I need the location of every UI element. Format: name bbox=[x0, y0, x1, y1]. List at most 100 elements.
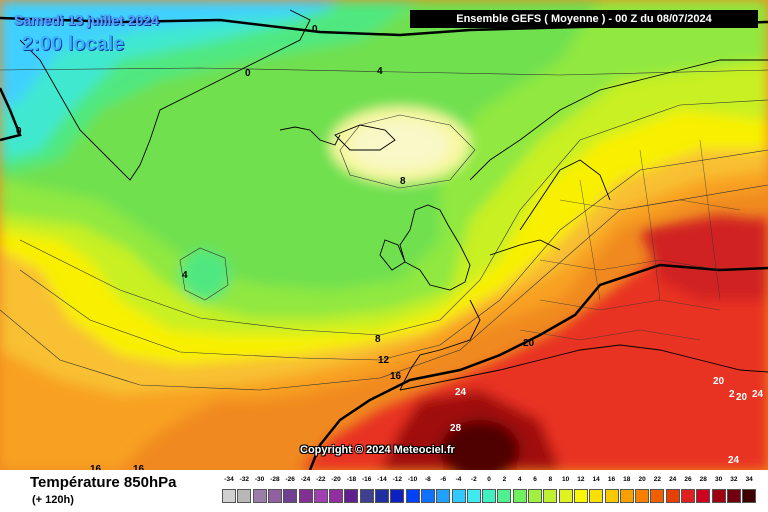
legend-swatch bbox=[420, 489, 435, 503]
legend-swatch bbox=[344, 489, 359, 503]
contour-label: 4 bbox=[182, 270, 188, 281]
legend-swatch bbox=[696, 489, 711, 503]
isotherm-atlantic bbox=[179, 247, 229, 301]
legend-swatch bbox=[635, 489, 650, 503]
contour-label: 8 bbox=[375, 334, 381, 345]
legend-label: 0 bbox=[487, 476, 491, 483]
legend-swatch bbox=[604, 489, 619, 503]
contour-label: 8 bbox=[400, 176, 406, 187]
legend-swatch bbox=[543, 489, 558, 503]
contour-label: 24 bbox=[752, 389, 764, 400]
legend-label: 12 bbox=[577, 476, 585, 483]
legend-label: -10 bbox=[407, 476, 418, 483]
contour-label: 0 bbox=[245, 68, 251, 79]
legend-label: -2 bbox=[470, 476, 477, 483]
legend-swatch bbox=[283, 489, 298, 503]
run-title: Ensemble GEFS ( Moyenne ) - 00 Z du 08/0… bbox=[410, 10, 758, 28]
contour-label: 0 bbox=[312, 24, 318, 35]
legend-swatch bbox=[512, 489, 527, 503]
field-red-east bbox=[640, 215, 768, 300]
legend-swatch bbox=[528, 489, 542, 503]
legend-label: 8 bbox=[548, 476, 553, 483]
legend-label: -24 bbox=[300, 476, 311, 483]
field-light-blue bbox=[0, 0, 340, 110]
contour-label: 24 bbox=[455, 387, 467, 398]
legend-label: 32 bbox=[730, 476, 738, 483]
legend-label: -32 bbox=[239, 476, 249, 483]
legend-swatch bbox=[237, 489, 252, 503]
legend-swatch bbox=[451, 489, 466, 503]
legend-label: -20 bbox=[331, 476, 341, 483]
contour-label: 20 bbox=[713, 376, 725, 387]
isotherm-4 bbox=[0, 67, 768, 76]
isotherm-north-sea bbox=[339, 114, 476, 189]
legend-label: 18 bbox=[623, 476, 631, 483]
legend-label: 30 bbox=[714, 476, 723, 483]
legend-label: 34 bbox=[745, 476, 753, 483]
field-cold-pocket bbox=[180, 250, 230, 300]
contour-label: 0 bbox=[16, 126, 22, 137]
legend-label: -26 bbox=[285, 476, 295, 483]
legend-swatch bbox=[298, 489, 313, 503]
legend-label: 16 bbox=[607, 476, 616, 483]
legend-swatch bbox=[619, 489, 634, 503]
legend-swatch bbox=[742, 489, 757, 503]
legend-swatch bbox=[558, 489, 573, 503]
contour-label: 20 bbox=[523, 338, 535, 349]
legend-swatch bbox=[313, 489, 328, 503]
legend-label: 24 bbox=[669, 476, 677, 483]
contour-label: 4 bbox=[377, 66, 383, 77]
legend-label: -22 bbox=[316, 476, 326, 483]
legend-swatch bbox=[482, 489, 497, 503]
contour-label: 24 bbox=[728, 455, 740, 466]
contour-20 bbox=[308, 263, 768, 470]
legend-swatch bbox=[359, 489, 374, 503]
legend-label: -4 bbox=[455, 476, 462, 483]
legend-swatch bbox=[711, 489, 726, 503]
legend-label: -14 bbox=[377, 476, 387, 483]
legend-label: -28 bbox=[270, 476, 280, 483]
temperature-map bbox=[0, 0, 768, 470]
coastlines bbox=[19, 9, 768, 391]
legend-swatch bbox=[405, 489, 420, 503]
contour-label: 20 bbox=[736, 392, 748, 403]
field-warm-pocket-1b bbox=[350, 120, 450, 170]
legend-swatch bbox=[497, 489, 512, 503]
legend-swatch bbox=[650, 489, 665, 503]
field-darkest-red bbox=[440, 420, 520, 470]
legend-swatch bbox=[681, 489, 695, 503]
contour-label: 16 bbox=[90, 464, 101, 475]
legend-label: -16 bbox=[361, 476, 372, 483]
variable-title: Température 850hPa bbox=[30, 474, 177, 491]
contour-label: 16 bbox=[133, 464, 144, 475]
legend-label: 22 bbox=[653, 476, 661, 483]
country-borders bbox=[519, 139, 741, 341]
contour-label: 16 bbox=[390, 371, 402, 382]
legend-swatch bbox=[726, 489, 741, 503]
isotherm-8 bbox=[19, 99, 768, 336]
legend-label: 6 bbox=[533, 476, 537, 483]
legend-swatch bbox=[573, 489, 588, 503]
forecast-time: 2:00 locale bbox=[22, 33, 125, 55]
legend-label: 10 bbox=[561, 476, 570, 483]
copyright-text: Copyright © 2024 Meteociel.fr bbox=[300, 444, 455, 456]
legend-swatch bbox=[436, 489, 451, 503]
legend-swatch bbox=[589, 489, 604, 503]
legend-label: 26 bbox=[684, 476, 692, 483]
legend-label: 14 bbox=[592, 476, 600, 483]
isotherm-16 bbox=[0, 184, 768, 391]
legend-swatch bbox=[466, 489, 481, 503]
legend-label: 20 bbox=[638, 476, 646, 483]
legend-label: -18 bbox=[346, 476, 357, 483]
legend-label: 4 bbox=[517, 476, 522, 483]
legend-swatch bbox=[390, 489, 405, 503]
legend-label: -30 bbox=[254, 476, 265, 483]
legend-label: -8 bbox=[425, 476, 431, 483]
legend-label: 2 bbox=[502, 476, 507, 483]
legend-label: -34 bbox=[224, 476, 234, 483]
contour-0-west bbox=[0, 87, 22, 142]
contour-label: 2 bbox=[729, 389, 735, 400]
legend-label: 28 bbox=[699, 476, 707, 483]
legend-label: -12 bbox=[392, 476, 402, 483]
